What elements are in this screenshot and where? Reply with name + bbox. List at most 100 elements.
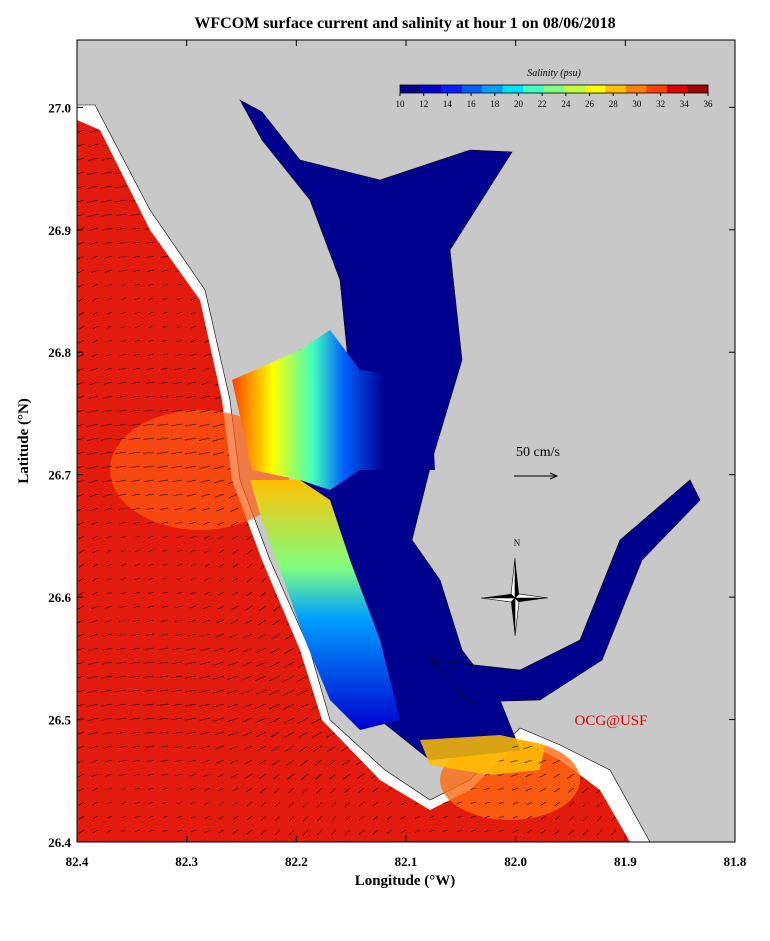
current-vector <box>188 507 197 511</box>
current-vector <box>170 437 183 441</box>
colorbar-tick-label: 12 <box>419 99 428 109</box>
current-vector <box>77 395 85 400</box>
current-vector <box>246 577 253 583</box>
current-vector <box>132 507 141 510</box>
current-vector <box>260 801 267 807</box>
current-vector <box>158 731 169 734</box>
current-vector <box>129 451 141 454</box>
current-vector <box>172 395 183 399</box>
current-vector <box>120 297 127 301</box>
current-vector <box>101 157 113 161</box>
colorbar-segment <box>625 85 647 93</box>
current-vector <box>90 507 99 512</box>
current-vector <box>78 311 85 316</box>
current-vector <box>162 549 169 552</box>
current-vector <box>129 703 141 706</box>
current-vector <box>143 703 155 706</box>
current-vector <box>77 773 85 778</box>
current-vector <box>200 479 211 483</box>
current-vector <box>104 507 113 511</box>
current-vector <box>105 605 113 609</box>
current-vector <box>133 773 141 776</box>
current-vector <box>174 507 183 511</box>
current-vector <box>218 829 225 834</box>
current-vector <box>102 227 113 231</box>
current-vector <box>130 395 141 398</box>
current-vector <box>114 185 127 189</box>
current-vector <box>134 549 141 552</box>
current-vector <box>358 829 365 835</box>
current-vector <box>87 199 99 204</box>
current-vector <box>106 339 113 343</box>
current-vector <box>106 563 113 567</box>
current-vector <box>118 367 127 371</box>
current-vector <box>246 787 253 793</box>
current-vector <box>190 339 197 343</box>
current-vector <box>88 647 99 652</box>
current-vector <box>204 563 211 567</box>
current-vector <box>272 619 281 626</box>
current-vector <box>116 647 127 651</box>
current-vector <box>87 409 99 414</box>
current-vector <box>92 549 99 554</box>
current-vector <box>147 353 155 356</box>
current-vector <box>311 717 323 724</box>
current-vector <box>129 661 141 664</box>
current-vector <box>189 605 197 609</box>
current-vector <box>115 465 127 469</box>
current-vector <box>86 185 99 190</box>
current-vector <box>116 395 127 399</box>
current-vector <box>162 787 169 790</box>
current-vector <box>134 787 141 790</box>
current-vector <box>156 689 169 692</box>
current-vector <box>199 717 211 721</box>
current-vector <box>245 773 253 779</box>
colorbar-tick-label: 14 <box>443 99 453 109</box>
current-vector <box>130 479 141 482</box>
current-vector <box>116 479 127 483</box>
current-vector <box>119 605 127 609</box>
current-vector <box>202 507 211 511</box>
current-vector <box>134 563 141 566</box>
current-vector <box>257 633 267 639</box>
current-vector <box>134 577 141 580</box>
sound <box>250 480 400 730</box>
current-vector <box>217 521 225 526</box>
current-vector <box>101 199 113 203</box>
current-vector <box>302 815 309 822</box>
current-vector <box>285 633 295 640</box>
current-vector <box>162 563 169 566</box>
current-vector <box>148 283 155 286</box>
y-tick-label: 26.9 <box>48 223 71 238</box>
current-vector <box>103 745 113 749</box>
current-vector <box>130 731 141 734</box>
current-vector <box>302 829 309 836</box>
current-vector <box>92 297 99 302</box>
current-vector <box>343 773 351 780</box>
current-vector <box>86 437 99 442</box>
current-vector <box>312 731 323 738</box>
current-vector <box>213 409 225 414</box>
current-vector <box>131 633 141 636</box>
current-vector <box>314 759 323 766</box>
current-vector <box>129 423 141 426</box>
map-area <box>77 40 735 842</box>
current-vector <box>160 619 169 622</box>
current-vector <box>171 717 183 721</box>
current-vector <box>372 787 379 793</box>
scale-arrowhead <box>549 472 559 480</box>
current-vector <box>161 521 169 524</box>
current-vector <box>190 815 197 819</box>
current-vector <box>567 773 575 779</box>
current-vector <box>283 675 295 682</box>
current-vector <box>118 759 127 763</box>
current-vector <box>89 745 99 750</box>
current-vector <box>172 647 183 651</box>
current-vector <box>260 815 267 821</box>
current-vector <box>284 647 295 654</box>
current-vector <box>173 633 183 637</box>
colorbar-tick-label: 36 <box>704 99 714 109</box>
current-vector <box>568 815 575 821</box>
colorbar-segment <box>687 85 709 93</box>
current-vector <box>256 647 267 653</box>
